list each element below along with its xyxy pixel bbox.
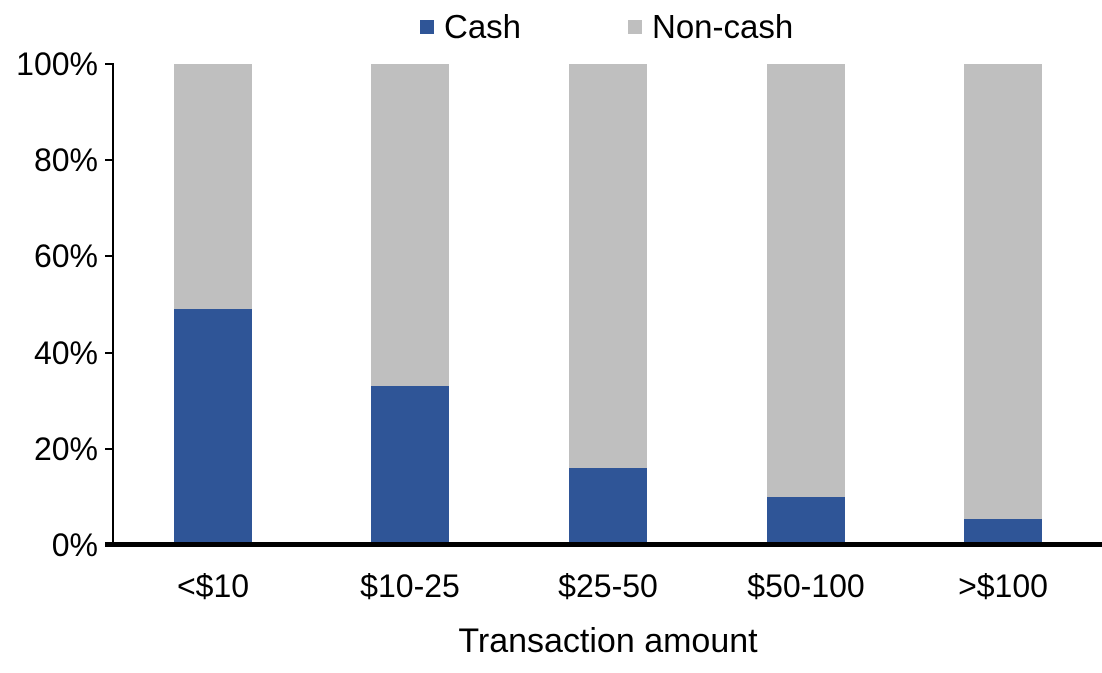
y-axis-tick bbox=[105, 255, 113, 257]
x-category-label: $25-50 bbox=[558, 568, 658, 604]
y-axis-tick bbox=[105, 159, 113, 161]
bar-cash-0 bbox=[174, 309, 252, 545]
bar-cash-2 bbox=[569, 468, 647, 545]
y-axis-tick bbox=[105, 448, 113, 450]
x-axis-title: Transaction amount bbox=[458, 622, 758, 660]
y-axis-tick bbox=[105, 352, 113, 354]
legend-label-cash: Cash bbox=[444, 8, 522, 45]
y-tick-label: 60% bbox=[33, 238, 98, 274]
y-axis-tick bbox=[105, 63, 113, 65]
bar-non-cash-1 bbox=[371, 64, 449, 386]
bar-cash-4 bbox=[964, 519, 1042, 545]
non-cash-legend-swatch-icon bbox=[628, 20, 642, 34]
x-category-label: $10-25 bbox=[360, 568, 460, 604]
legend-label-non-cash: Non-cash bbox=[652, 8, 794, 45]
cash-legend-swatch-icon bbox=[420, 20, 434, 34]
bar-non-cash-0 bbox=[174, 64, 252, 309]
legend-item-cash: Cash bbox=[420, 8, 521, 46]
x-category-label: >$100 bbox=[958, 568, 1048, 604]
bar-non-cash-3 bbox=[767, 64, 845, 497]
legend-item-non-cash: Non-cash bbox=[628, 8, 793, 46]
y-tick-label: 100% bbox=[16, 46, 98, 82]
bar-cash-1 bbox=[371, 386, 449, 545]
x-category-label: $50-100 bbox=[747, 568, 865, 604]
y-axis-line bbox=[112, 63, 114, 546]
bar-non-cash-4 bbox=[964, 64, 1042, 519]
y-tick-label: 80% bbox=[33, 142, 98, 178]
y-tick-label: 40% bbox=[33, 335, 98, 371]
y-tick-label: 0% bbox=[51, 527, 98, 563]
bar-cash-3 bbox=[767, 497, 845, 545]
x-axis-line bbox=[105, 542, 1102, 547]
y-tick-label: 20% bbox=[33, 431, 98, 467]
x-category-label: <$10 bbox=[176, 568, 250, 604]
bar-non-cash-2 bbox=[569, 64, 647, 468]
